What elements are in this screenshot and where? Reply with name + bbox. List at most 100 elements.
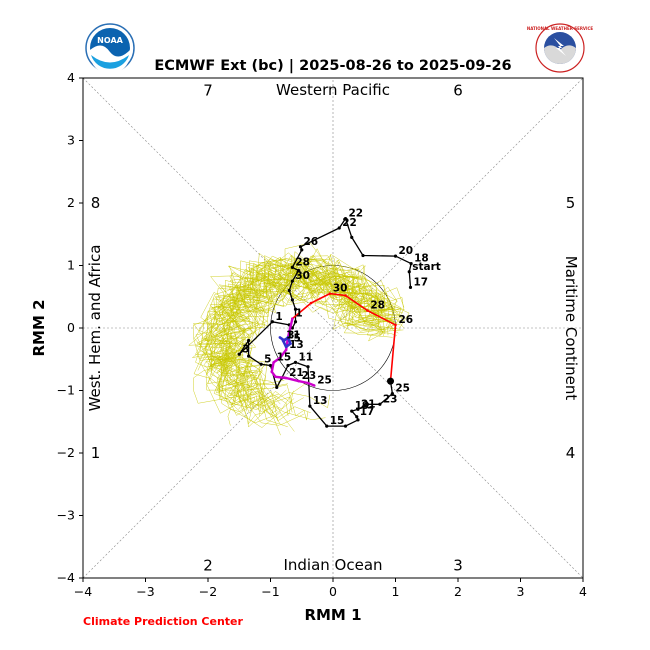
diagonal-line xyxy=(82,77,584,579)
data-point xyxy=(343,424,348,428)
data-point xyxy=(290,279,294,283)
day-label: 17 xyxy=(414,276,429,288)
data-point xyxy=(293,360,298,364)
data-point xyxy=(306,365,310,369)
ensemble-trace xyxy=(220,248,385,405)
day-label: 21 xyxy=(361,398,376,410)
x-tick-label: −4 xyxy=(74,584,92,599)
data-point xyxy=(394,323,397,327)
day-label: 25 xyxy=(395,383,410,395)
phase-number: 1 xyxy=(91,444,101,462)
data-point xyxy=(293,307,298,311)
credit-label: Climate Prediction Center xyxy=(83,615,243,628)
day-label: 21 xyxy=(289,367,304,379)
day-label: 17 xyxy=(360,406,375,418)
data-point xyxy=(293,320,298,324)
data-point xyxy=(365,402,369,406)
data-point xyxy=(308,404,312,408)
ensemble-trace xyxy=(219,252,386,335)
y-tick-label: −3 xyxy=(57,508,75,523)
data-point xyxy=(355,415,359,419)
data-point xyxy=(328,292,332,295)
y-tick-label: −4 xyxy=(57,570,75,585)
data-point xyxy=(287,336,291,339)
day-label: 26 xyxy=(399,314,414,326)
data-point xyxy=(407,270,411,274)
y-tick-label: 3 xyxy=(67,133,75,148)
data-point xyxy=(408,285,413,289)
data-point xyxy=(378,402,382,406)
day-label: 11 xyxy=(286,330,301,342)
data-point xyxy=(278,336,282,339)
data-point xyxy=(290,298,294,302)
data-point xyxy=(361,253,365,258)
day-label: 3 xyxy=(242,343,249,355)
day-label: 25 xyxy=(317,375,332,387)
ensemble-members xyxy=(188,242,410,436)
day-label: 5 xyxy=(264,353,271,365)
ensemble-trace xyxy=(215,282,403,387)
x-tick-label: −1 xyxy=(261,584,279,599)
data-point xyxy=(344,294,347,297)
data-point xyxy=(390,392,394,396)
x-tick-label: 4 xyxy=(579,584,587,599)
data-point xyxy=(409,262,413,266)
day-label: 13 xyxy=(289,339,304,351)
data-point xyxy=(270,370,274,374)
ensemble-trace xyxy=(188,264,386,407)
x-tick-label: 3 xyxy=(517,584,525,599)
ensemble-trace xyxy=(195,253,398,396)
x-tick-label: 1 xyxy=(392,584,400,599)
ensemble-trace xyxy=(194,259,379,380)
ensemble-trace xyxy=(196,266,384,383)
phase-number: 5 xyxy=(566,194,576,212)
ensemble-trace xyxy=(204,270,398,390)
current-position-marker xyxy=(387,377,394,385)
day-label: 19 xyxy=(355,400,370,412)
data-point xyxy=(278,356,282,360)
day-label: 15 xyxy=(277,351,292,363)
region-right-label: Maritime Continent xyxy=(562,256,580,401)
data-point xyxy=(284,345,288,349)
day-label: 20 xyxy=(399,245,414,257)
phase-number: 8 xyxy=(91,194,101,212)
day-label: 18 xyxy=(414,253,429,265)
day-label: 28 xyxy=(295,256,310,268)
data-point xyxy=(284,376,288,380)
y-tick-label: −1 xyxy=(57,383,75,398)
ensemble-trace xyxy=(192,271,404,372)
data-point xyxy=(284,348,288,352)
day-label: 22 xyxy=(349,208,364,220)
region-left-label: West. Hem. and Africa xyxy=(86,245,104,412)
phase-number: 7 xyxy=(203,82,213,100)
day-label: start xyxy=(412,261,441,273)
day-label: 1 xyxy=(275,311,282,323)
region-top-label: Western Pacific xyxy=(276,81,390,99)
data-point xyxy=(356,418,360,422)
ensemble-trace xyxy=(218,252,395,419)
ensemble-trace xyxy=(216,258,410,410)
day-label: 5 xyxy=(294,333,301,345)
data-point xyxy=(297,268,301,273)
ensemble-trace xyxy=(215,264,400,414)
day-label: 30 xyxy=(295,270,310,282)
day-label: 1 xyxy=(295,308,302,320)
data-point xyxy=(281,339,285,342)
data-point xyxy=(393,254,398,258)
data-point xyxy=(298,245,303,249)
day-label: 23 xyxy=(302,370,317,382)
data-point xyxy=(300,248,304,252)
data-point xyxy=(325,424,329,428)
day-label: 23 xyxy=(383,393,398,405)
nws-logo: NATIONAL WEATHER SERVICE xyxy=(527,23,593,73)
x-tick-label: 0 xyxy=(329,584,337,599)
day-label: 11 xyxy=(299,351,314,363)
y-axis-label: RMM 2 xyxy=(30,299,48,356)
y-tick-label: 4 xyxy=(67,70,75,85)
y-tick-label: 2 xyxy=(67,195,75,210)
